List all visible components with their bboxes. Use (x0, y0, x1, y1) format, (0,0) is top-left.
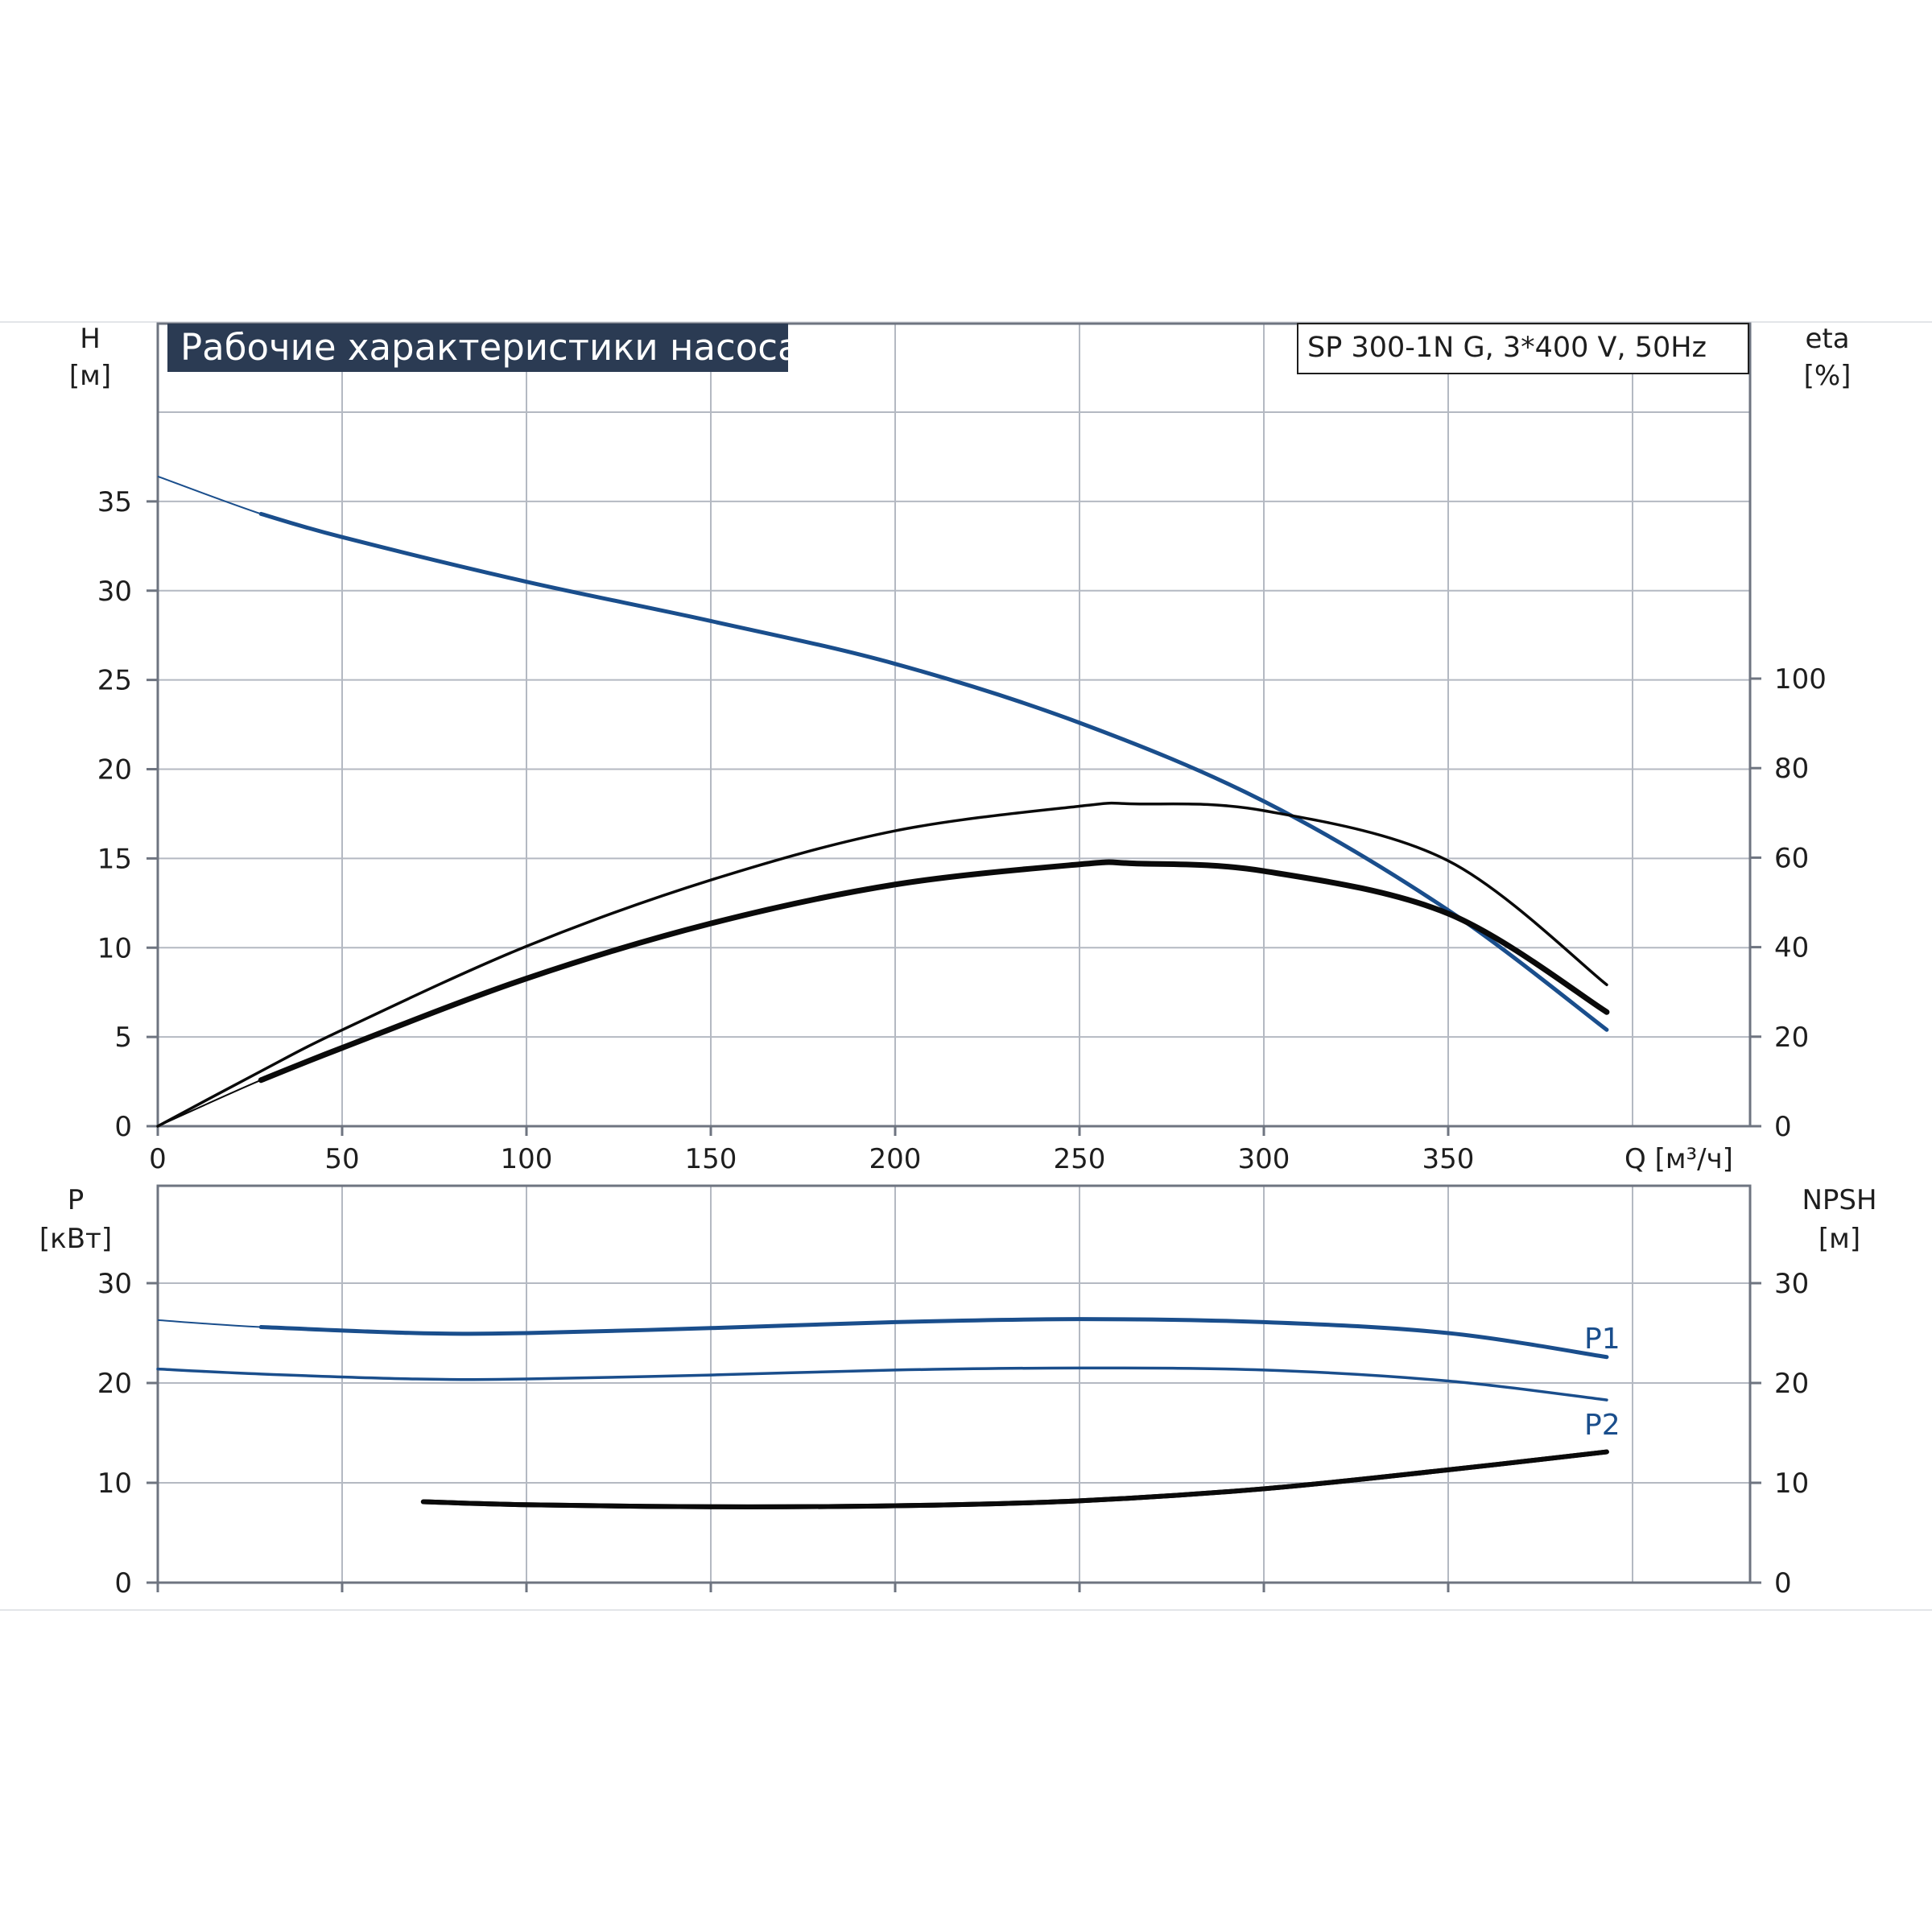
top-right-tick-label: 20 (1774, 1022, 1809, 1054)
bottom-left-axis-label: P (68, 1184, 85, 1216)
top-left-tick-label: 30 (97, 576, 132, 608)
top-x-tick-label: 100 (501, 1143, 553, 1175)
top-left-tick-label: 10 (97, 932, 132, 964)
top-right-tick-label: 60 (1774, 842, 1809, 874)
top-x-tick-label: 350 (1422, 1143, 1475, 1175)
curve-p1 (258, 1317, 1609, 1360)
x-axis-label: Q [м³/ч] (1624, 1143, 1733, 1175)
top-right-axis-label: eta (1805, 323, 1849, 355)
top-left-tick-label: 5 (114, 1022, 132, 1054)
bottom-left-axis-unit: [кВт] (39, 1223, 112, 1255)
top-right-tick-label: 80 (1774, 753, 1809, 785)
bottom-panel-grid (158, 1186, 1750, 1583)
series-label-p1: P1 (1584, 1323, 1620, 1356)
top-left-tick-label: 15 (97, 843, 132, 875)
top-panel-grid (158, 324, 1750, 1126)
bottom-right-tick-label: 0 (1774, 1567, 1792, 1600)
bottom-plot-area (156, 1184, 1752, 1584)
bottom-right-axis-label: NPSH (1802, 1184, 1876, 1216)
top-left-axis-unit: [м] (69, 360, 111, 392)
chart-title: Рабочие характеристики насоса (180, 326, 800, 369)
bottom-right-tick-label: 20 (1774, 1368, 1809, 1400)
curve-eta-1 (156, 801, 1608, 1128)
title-box (167, 324, 788, 372)
bottom-left-tick-label: 0 (114, 1567, 132, 1600)
curve-eta-2 (258, 859, 1610, 1084)
top-x-tick-label: 0 (149, 1143, 167, 1175)
model-box (1297, 323, 1749, 374)
top-right-tick-label: 100 (1774, 663, 1827, 696)
bottom-right-tick-label: 30 (1774, 1268, 1809, 1300)
bottom-panel-ticks: 0 10 20 30 0 10 20 30 (97, 1268, 1810, 1600)
top-x-tick-label: 150 (685, 1143, 737, 1175)
top-plot-area (156, 322, 1752, 1128)
top-left-tick-label: 25 (97, 665, 132, 697)
curve-h (258, 511, 1609, 1032)
curve-p1-extent (157, 1318, 1608, 1358)
curve-eta-2-extent (157, 861, 1608, 1127)
top-right-tick-label: 0 (1774, 1111, 1792, 1143)
bottom-right-axis-unit: [м] (1818, 1223, 1860, 1255)
top-panel-curves (156, 475, 1610, 1128)
curve-p2 (156, 1366, 1608, 1402)
top-x-tick-label: 250 (1054, 1143, 1106, 1175)
curve-p2-extent (157, 1367, 1608, 1402)
bottom-right-tick-label: 10 (1774, 1468, 1809, 1500)
bottom-left-tick-label: 30 (97, 1268, 132, 1300)
top-left-axis-label: H (80, 323, 101, 355)
series-label-p2: P2 (1584, 1409, 1620, 1442)
top-x-tick-label: 50 (324, 1143, 359, 1175)
curve-h-extent (157, 475, 1608, 1031)
top-x-tick-label: 200 (869, 1143, 922, 1175)
curve-npsh (420, 1449, 1609, 1509)
top-right-tick-label: 40 (1774, 932, 1809, 964)
top-left-tick-label: 0 (114, 1111, 132, 1143)
bottom-left-tick-label: 20 (97, 1368, 132, 1400)
curve-npsh-extent (423, 1449, 1608, 1509)
curve-eta-1-extent (157, 802, 1608, 1127)
model-label: SP 300-1N G, 3*400 V, 50Hz (1307, 332, 1707, 364)
top-right-axis-unit: [%] (1804, 360, 1852, 392)
top-x-tick-label: 300 (1238, 1143, 1290, 1175)
top-left-tick-label: 35 (97, 486, 132, 518)
bottom-panel-curves (156, 1317, 1609, 1509)
top-left-tick-label: 20 (97, 754, 132, 786)
bottom-left-tick-label: 10 (97, 1468, 132, 1500)
